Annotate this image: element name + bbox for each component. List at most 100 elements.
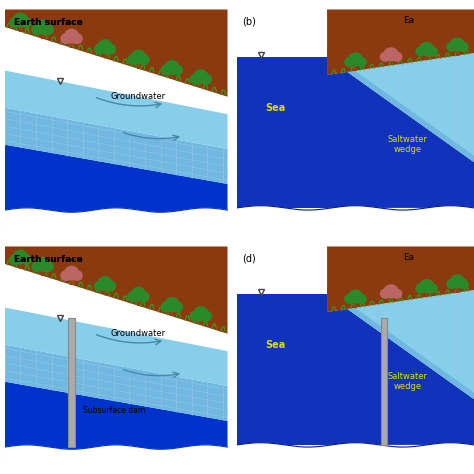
Bar	[41, 270, 44, 276]
Circle shape	[43, 261, 54, 272]
Circle shape	[457, 279, 469, 289]
Circle shape	[64, 265, 79, 281]
Bar	[381, 318, 387, 445]
Bar	[137, 300, 140, 306]
Circle shape	[446, 42, 457, 52]
Circle shape	[356, 57, 367, 67]
Circle shape	[97, 276, 113, 291]
Polygon shape	[237, 57, 327, 208]
Circle shape	[127, 54, 138, 65]
Polygon shape	[327, 288, 474, 399]
Circle shape	[427, 46, 438, 56]
Circle shape	[380, 52, 391, 62]
Circle shape	[13, 13, 28, 27]
Bar	[425, 292, 428, 297]
Circle shape	[35, 256, 50, 272]
Text: Earth surface: Earth surface	[14, 255, 82, 264]
Circle shape	[193, 69, 209, 84]
Text: Earth surface: Earth surface	[14, 18, 82, 27]
Polygon shape	[5, 382, 228, 465]
Polygon shape	[5, 308, 228, 386]
Circle shape	[164, 60, 180, 75]
Bar	[137, 63, 140, 69]
Circle shape	[94, 281, 105, 292]
Circle shape	[131, 287, 146, 301]
Bar	[68, 319, 75, 447]
Polygon shape	[5, 71, 228, 149]
Polygon shape	[5, 145, 228, 228]
Circle shape	[9, 254, 20, 265]
Circle shape	[138, 291, 150, 302]
Bar	[200, 319, 202, 325]
Circle shape	[43, 24, 54, 35]
Circle shape	[9, 17, 20, 28]
Bar	[41, 33, 44, 39]
Text: (b): (b)	[242, 16, 255, 26]
Circle shape	[31, 261, 43, 272]
Circle shape	[172, 301, 183, 312]
Circle shape	[31, 24, 43, 35]
Circle shape	[172, 64, 183, 75]
Bar	[354, 302, 357, 308]
Circle shape	[415, 283, 427, 293]
Circle shape	[391, 52, 402, 62]
Text: Saltwater
wedge: Saltwater wedge	[388, 372, 428, 392]
Circle shape	[64, 28, 79, 44]
Circle shape	[383, 47, 399, 61]
Bar	[19, 26, 22, 32]
Polygon shape	[5, 108, 228, 184]
Circle shape	[60, 270, 72, 281]
Bar	[19, 263, 22, 269]
Circle shape	[164, 297, 180, 312]
Bar	[390, 60, 392, 65]
Circle shape	[450, 37, 465, 52]
Circle shape	[94, 44, 105, 55]
Text: Sea: Sea	[265, 339, 286, 350]
Polygon shape	[327, 290, 474, 399]
Polygon shape	[327, 246, 474, 312]
Polygon shape	[5, 246, 228, 334]
Circle shape	[457, 42, 469, 52]
Bar	[425, 55, 428, 60]
Circle shape	[415, 46, 427, 56]
Circle shape	[356, 294, 367, 304]
Circle shape	[201, 73, 212, 84]
Circle shape	[20, 17, 32, 28]
Circle shape	[72, 270, 83, 281]
Polygon shape	[327, 9, 474, 75]
Text: (d): (d)	[242, 253, 255, 263]
Polygon shape	[5, 9, 228, 97]
Text: Earth surface: Earth surface	[14, 18, 82, 27]
Polygon shape	[327, 53, 474, 162]
Circle shape	[20, 254, 32, 265]
Text: Subsurface dam: Subsurface dam	[82, 406, 145, 414]
Circle shape	[105, 44, 116, 55]
Circle shape	[201, 310, 212, 321]
Circle shape	[391, 289, 402, 299]
Text: Sea: Sea	[265, 102, 286, 113]
Bar	[171, 310, 173, 316]
Circle shape	[35, 19, 50, 35]
Text: Earth surface: Earth surface	[14, 255, 82, 264]
Circle shape	[72, 33, 83, 44]
Circle shape	[380, 289, 391, 299]
Bar	[70, 279, 73, 285]
Circle shape	[419, 279, 434, 293]
Polygon shape	[237, 294, 327, 445]
Circle shape	[105, 281, 116, 292]
Polygon shape	[237, 294, 474, 445]
Circle shape	[383, 284, 399, 298]
Circle shape	[427, 283, 438, 293]
Bar	[354, 65, 357, 71]
Bar	[456, 50, 459, 55]
Text: Groundwater: Groundwater	[111, 329, 166, 338]
Circle shape	[131, 50, 146, 64]
Circle shape	[13, 250, 28, 264]
Circle shape	[190, 310, 201, 321]
Bar	[456, 287, 459, 292]
Bar	[200, 82, 202, 88]
Circle shape	[161, 64, 172, 75]
Polygon shape	[327, 51, 474, 162]
Bar	[104, 53, 106, 58]
Circle shape	[446, 279, 457, 289]
